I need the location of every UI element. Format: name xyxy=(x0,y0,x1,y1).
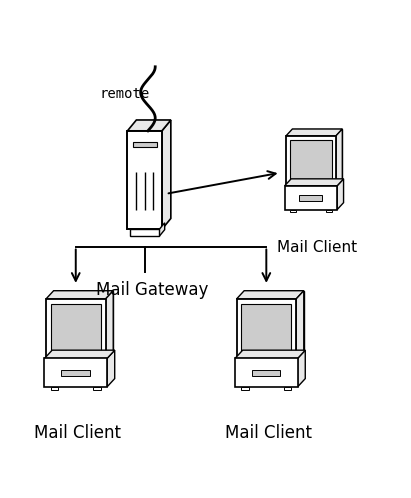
Bar xyxy=(292,129,342,179)
Text: Mail Client: Mail Client xyxy=(277,240,357,255)
Polygon shape xyxy=(46,291,113,299)
Bar xyxy=(290,210,296,213)
Bar xyxy=(51,387,58,390)
Polygon shape xyxy=(107,350,115,387)
Polygon shape xyxy=(296,291,304,359)
Text: remote: remote xyxy=(99,87,150,101)
Polygon shape xyxy=(285,179,344,186)
Polygon shape xyxy=(236,291,304,299)
Bar xyxy=(241,387,249,390)
Bar xyxy=(46,299,106,359)
Polygon shape xyxy=(235,350,305,359)
Bar xyxy=(244,291,304,350)
Polygon shape xyxy=(337,179,344,210)
Bar xyxy=(241,304,291,354)
Polygon shape xyxy=(298,350,305,387)
Polygon shape xyxy=(336,129,342,186)
Text: Mail Gateway: Mail Gateway xyxy=(96,281,208,299)
Bar xyxy=(285,186,337,210)
Bar xyxy=(61,370,90,376)
Bar xyxy=(93,387,101,390)
Polygon shape xyxy=(106,291,113,359)
Bar xyxy=(236,299,296,359)
Polygon shape xyxy=(159,223,165,236)
Bar xyxy=(235,359,298,387)
Text: Mail Client: Mail Client xyxy=(225,424,312,442)
Polygon shape xyxy=(162,120,171,229)
Bar xyxy=(286,136,336,186)
Bar xyxy=(252,370,280,376)
Bar xyxy=(53,291,113,350)
Polygon shape xyxy=(44,350,115,359)
Bar xyxy=(290,140,332,182)
Text: Mail Client: Mail Client xyxy=(34,424,121,442)
Bar xyxy=(51,304,101,354)
Bar xyxy=(133,142,157,146)
Bar xyxy=(130,229,159,236)
Bar xyxy=(299,195,323,201)
Bar xyxy=(44,359,107,387)
Polygon shape xyxy=(127,120,171,131)
Polygon shape xyxy=(286,129,342,136)
Bar xyxy=(284,387,291,390)
Bar xyxy=(127,131,162,229)
Bar xyxy=(326,210,332,213)
